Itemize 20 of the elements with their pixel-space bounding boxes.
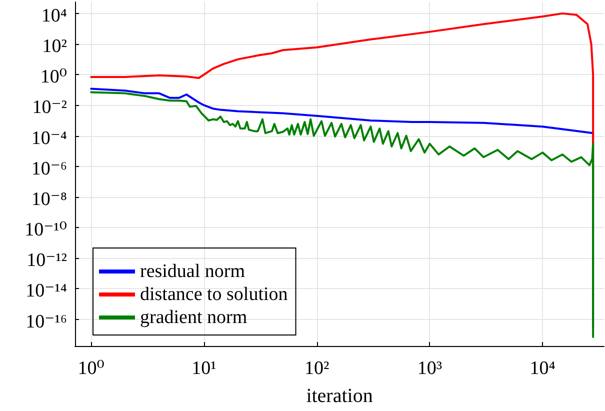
y-tick-label: 10⁻¹⁴: [26, 280, 68, 302]
x-axis-title: iteration: [306, 385, 373, 407]
y-tick-label: 10⁻¹⁶: [26, 311, 67, 332]
legend-label: distance to solution: [140, 284, 288, 305]
legend-label: residual norm: [140, 261, 246, 282]
y-tick-label: 10⁻¹²: [26, 250, 68, 272]
y-tick-label: 10⁻¹⁰: [24, 220, 68, 241]
y-tick-label: 10⁻⁸: [31, 188, 67, 210]
x-tick-label: 10⁴: [530, 358, 556, 379]
x-tick-label: 10¹: [192, 358, 217, 379]
y-tick-label: 10⁻⁶: [31, 158, 67, 180]
y-tick-label: 10²: [42, 36, 68, 58]
x-tick-label: 10³: [417, 358, 442, 379]
y-tick-label: 10⁻⁴: [31, 128, 68, 149]
x-tick-label: 10²: [304, 358, 330, 379]
legend-label: gradient norm: [140, 307, 248, 328]
x-tick-label: 10⁰: [78, 358, 105, 379]
y-tick-label: 10⁻²: [32, 97, 68, 118]
y-tick-label: 10⁰: [40, 66, 68, 88]
y-tick-label: 10⁴: [41, 5, 68, 26]
